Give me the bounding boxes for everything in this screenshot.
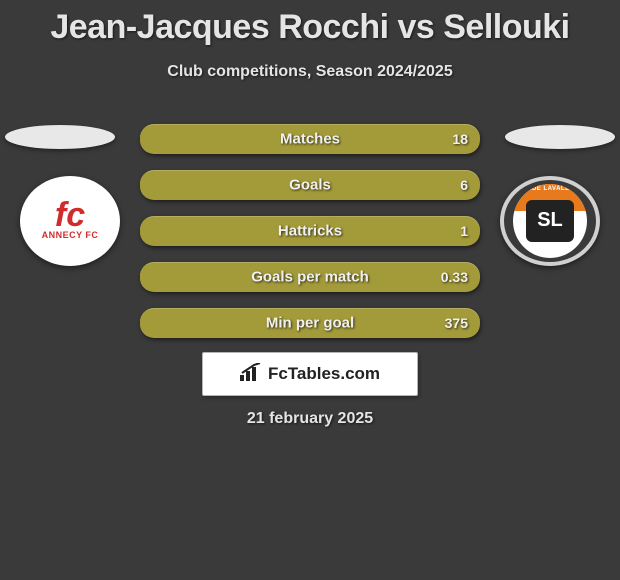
player-photo-right [505, 125, 615, 149]
date-label: 21 february 2025 [0, 410, 620, 428]
stat-row: Goals per match 0.33 [140, 262, 480, 292]
club-badge-left-logo: fc [42, 202, 99, 229]
club-badge-right: STADE LAVALLOIS SL [500, 176, 600, 266]
club-badge-left-label: ANNECY FC [42, 230, 99, 240]
stat-label: Goals [289, 177, 331, 194]
brand-box: FcTables.com [202, 352, 418, 396]
club-badge-left: fc ANNECY FC [20, 176, 120, 266]
brand-text: FcTables.com [268, 364, 380, 384]
stat-value-right: 375 [445, 315, 468, 331]
chart-icon [240, 363, 262, 386]
stat-left-segment [140, 170, 147, 200]
stat-row: Hattricks 1 [140, 216, 480, 246]
stat-left-segment [140, 216, 147, 246]
club-badge-right-arc: STADE LAVALLOIS [513, 186, 587, 192]
stat-label: Hattricks [278, 223, 342, 240]
stats-container: Matches 18 Goals 6 Hattricks 1 Goals per match… [140, 124, 480, 354]
stat-row: Min per goal 375 [140, 308, 480, 338]
stat-value-right: 6 [460, 177, 468, 193]
club-badge-right-inner: STADE LAVALLOIS SL [513, 184, 587, 258]
subtitle: Club competitions, Season 2024/2025 [0, 63, 620, 81]
stat-left-segment [140, 262, 147, 292]
stat-value-right: 1 [460, 223, 468, 239]
stat-value-right: 0.33 [441, 269, 468, 285]
stat-left-segment [140, 124, 147, 154]
club-badge-right-initials: SL [526, 200, 573, 241]
stat-label: Goals per match [251, 269, 369, 286]
page-title: Jean-Jacques Rocchi vs Sellouki [0, 0, 620, 47]
club-badge-left-inner: fc ANNECY FC [42, 202, 99, 239]
stat-value-right: 18 [452, 131, 468, 147]
stat-row: Goals 6 [140, 170, 480, 200]
player-photo-left [5, 125, 115, 149]
stat-row: Matches 18 [140, 124, 480, 154]
stat-label: Min per goal [266, 315, 354, 332]
stat-label: Matches [280, 131, 340, 148]
stat-left-segment [140, 308, 147, 338]
